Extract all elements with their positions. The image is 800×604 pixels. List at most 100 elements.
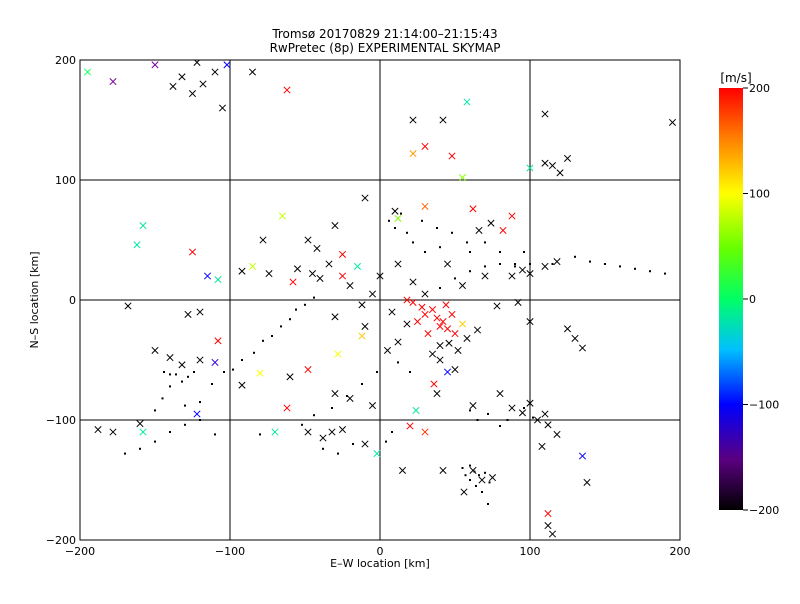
cross-marker xyxy=(421,202,429,210)
cross-marker xyxy=(421,428,429,436)
cross-marker xyxy=(458,282,467,290)
cross-marker xyxy=(548,530,557,538)
dot-marker xyxy=(469,464,471,467)
cross-marker xyxy=(361,440,369,448)
dot-marker xyxy=(163,371,165,373)
cross-marker xyxy=(139,428,147,436)
cross-marker xyxy=(436,342,444,350)
dot-marker xyxy=(391,431,393,433)
cross-marker xyxy=(424,330,432,338)
cross-marker xyxy=(388,308,396,316)
dot-marker xyxy=(469,251,471,253)
dot-marker xyxy=(424,251,426,253)
cross-marker xyxy=(469,402,477,410)
cross-marker xyxy=(409,298,417,306)
cross-marker xyxy=(289,278,297,286)
dot-marker xyxy=(476,419,479,421)
cross-marker xyxy=(398,466,407,474)
cross-marker xyxy=(178,73,186,81)
cross-marker xyxy=(286,373,294,381)
cross-marker xyxy=(313,244,321,252)
dot-marker xyxy=(574,255,576,258)
cross-marker xyxy=(316,274,324,282)
cross-marker xyxy=(83,68,92,76)
y-axis-ticks: −200 −100 0 100 200 xyxy=(46,54,76,547)
cross-marker xyxy=(548,162,557,170)
cross-marker xyxy=(403,320,411,328)
dot-marker xyxy=(214,433,216,436)
dot-marker xyxy=(175,373,177,376)
dot-marker xyxy=(289,318,291,321)
cross-marker xyxy=(214,276,222,284)
colorbar-tick-label: 100 xyxy=(749,188,770,201)
cross-marker xyxy=(433,314,441,322)
cross-marker xyxy=(203,272,212,280)
cross-marker xyxy=(211,68,219,76)
cross-marker xyxy=(328,428,336,436)
cross-marker xyxy=(412,406,420,414)
x-tick-label: −200 xyxy=(65,545,95,558)
cross-marker xyxy=(583,478,591,486)
cross-marker xyxy=(319,434,327,442)
cross-marker xyxy=(443,325,452,333)
dot-marker xyxy=(487,503,489,505)
dot-marker xyxy=(184,423,186,426)
y-tick-label: 200 xyxy=(55,54,76,67)
dot-marker xyxy=(187,375,189,378)
dot-marker xyxy=(211,383,213,385)
cross-marker xyxy=(526,399,534,407)
cross-marker xyxy=(463,334,471,342)
cross-marker xyxy=(421,142,429,150)
cross-marker xyxy=(488,474,497,482)
dot-marker xyxy=(376,371,378,373)
cross-marker xyxy=(136,420,144,428)
dot-marker xyxy=(304,303,306,306)
cross-marker xyxy=(293,265,302,273)
cross-marker xyxy=(271,428,279,436)
dot-marker xyxy=(469,270,471,273)
cross-marker xyxy=(541,410,549,418)
x-tick-label: 200 xyxy=(670,545,691,558)
x-tick-label: 0 xyxy=(377,545,384,558)
dot-marker xyxy=(295,308,297,311)
cross-marker xyxy=(428,350,437,358)
dot-marker xyxy=(400,212,402,215)
cross-marker xyxy=(368,402,377,410)
cross-marker xyxy=(443,260,452,268)
data-points xyxy=(83,60,677,538)
dot-marker xyxy=(409,371,411,373)
cross-marker xyxy=(436,356,444,364)
dot-marker xyxy=(346,395,348,397)
dot-marker xyxy=(481,491,483,493)
x-tick-label: −100 xyxy=(215,545,245,558)
dot-marker xyxy=(604,263,606,265)
dot-marker xyxy=(551,263,554,265)
dot-marker xyxy=(154,409,156,412)
dot-marker xyxy=(253,351,255,354)
dot-marker xyxy=(154,440,156,443)
cross-marker xyxy=(421,310,429,318)
dot-marker xyxy=(451,231,453,234)
colorbar-tick-label: 0 xyxy=(749,293,756,306)
cross-marker xyxy=(553,258,561,266)
cross-marker xyxy=(493,302,501,310)
cross-marker xyxy=(487,219,495,227)
cross-marker xyxy=(211,358,219,366)
cross-marker xyxy=(463,98,471,106)
cross-marker xyxy=(238,381,246,389)
x-tick-label: 100 xyxy=(520,545,541,558)
cross-marker xyxy=(248,68,257,76)
cross-marker xyxy=(541,110,549,118)
cross-marker xyxy=(538,442,546,450)
cross-marker xyxy=(454,346,462,354)
cross-marker xyxy=(553,430,561,438)
cross-marker xyxy=(331,390,339,398)
cross-marker xyxy=(409,278,417,286)
cross-marker xyxy=(325,260,333,268)
cross-marker xyxy=(418,303,426,311)
dot-marker xyxy=(241,359,243,361)
cross-marker xyxy=(278,212,287,220)
dot-marker xyxy=(412,241,414,244)
dot-marker xyxy=(484,241,486,244)
cross-marker xyxy=(199,80,207,88)
